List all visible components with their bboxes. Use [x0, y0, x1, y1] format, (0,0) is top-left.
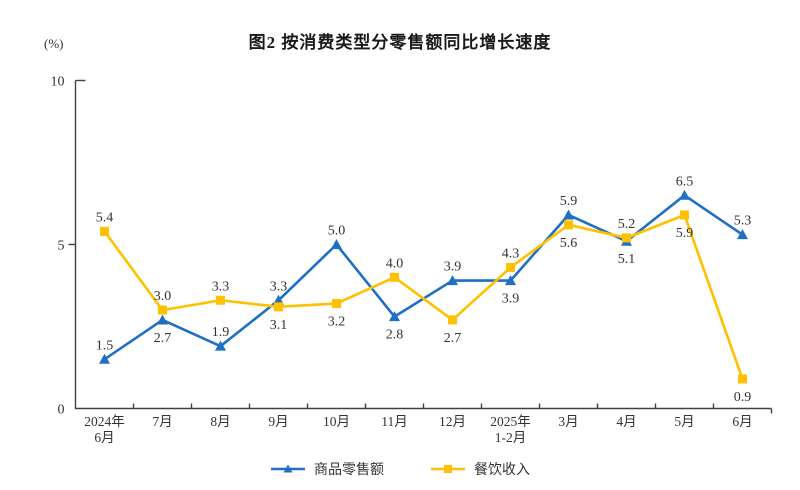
- data-label: 5.2: [618, 217, 636, 232]
- data-label: 5.6: [560, 236, 578, 251]
- data-point-marker: [157, 314, 168, 325]
- x-axis-label: 3月: [558, 414, 578, 429]
- data-label: 0.9: [734, 390, 752, 405]
- data-point-marker: [215, 340, 226, 351]
- data-point-marker: [389, 311, 400, 322]
- y-tick-label: 0: [58, 403, 65, 418]
- x-axis-label: 10月: [323, 414, 350, 429]
- legend-marker-square-icon: [431, 465, 465, 473]
- legend-marker-triangle-icon: [271, 464, 305, 473]
- data-label: 3.2: [328, 315, 346, 330]
- data-point-marker: [505, 275, 516, 286]
- x-axis-label: 4月: [616, 414, 636, 429]
- y-tick-label: 5: [58, 239, 65, 254]
- x-axis-label: 12月: [439, 414, 466, 429]
- data-point-marker: [622, 233, 631, 243]
- legend-item-1: 餐饮收入: [430, 459, 530, 479]
- data-point-marker: [273, 294, 284, 305]
- chart-title: 图2 按消费类型分零售额同比增长速度: [248, 33, 552, 52]
- x-axis-label: 5月: [674, 414, 694, 429]
- series-line-0: [103, 194, 744, 361]
- data-label: 5.9: [560, 194, 578, 209]
- series-line-1: [103, 213, 744, 381]
- data-point-marker: [274, 302, 283, 312]
- data-point-marker: [332, 299, 341, 309]
- chart-legend: 商品零售额 餐饮收入: [0, 459, 800, 479]
- x-axis-label: 7月: [152, 414, 172, 429]
- x-axis-label: 2024年 6月: [84, 414, 125, 445]
- legend-item-0: 商品零售额: [270, 459, 384, 479]
- data-label: 3.9: [502, 292, 520, 307]
- data-point-marker: [331, 239, 342, 249]
- data-label: 2.7: [154, 331, 172, 346]
- data-point-marker: [563, 209, 574, 220]
- x-axis-label: 6月: [732, 414, 752, 429]
- data-label: 2.7: [444, 331, 462, 346]
- data-label: 3.9: [444, 260, 462, 275]
- data-point-marker: [216, 295, 225, 305]
- data-point-marker: [738, 374, 747, 384]
- legend-label: 餐饮收入: [474, 463, 530, 478]
- data-point-marker: [158, 305, 167, 315]
- data-label: 3.3: [270, 279, 288, 294]
- data-label: 5.3: [734, 214, 752, 229]
- y-tick-label: 10: [51, 75, 65, 90]
- x-axis-label: 8月: [210, 414, 230, 429]
- data-label: 1.9: [212, 325, 230, 340]
- data-point-marker: [564, 220, 573, 230]
- data-label: 5.9: [676, 226, 694, 241]
- data-point-marker: [447, 275, 458, 286]
- data-label: 6.5: [676, 174, 694, 189]
- x-axis-label: 2025年 1-2月: [490, 414, 531, 445]
- data-point-marker: [506, 262, 515, 272]
- data-point-marker: [99, 353, 110, 364]
- data-label: 5.4: [96, 210, 114, 225]
- x-axis-label: 11月: [381, 414, 408, 429]
- data-point-marker: [680, 210, 689, 220]
- data-point-marker: [100, 226, 109, 236]
- data-label: 5.1: [618, 252, 636, 267]
- data-point-marker: [390, 272, 399, 282]
- data-point-marker: [448, 315, 457, 325]
- axes: [74, 80, 772, 410]
- data-label: 4.0: [386, 256, 404, 271]
- x-axis-label: 9月: [268, 414, 288, 429]
- data-label: 5.0: [328, 224, 346, 239]
- data-label: 2.8: [386, 328, 404, 343]
- data-label: 3.0: [154, 289, 172, 304]
- y-axis-unit-label: (%): [44, 36, 64, 51]
- data-label: 3.3: [212, 279, 230, 294]
- data-label: 1.5: [96, 338, 114, 353]
- data-point-marker: [679, 189, 690, 200]
- data-label: 3.1: [270, 318, 288, 333]
- data-label: 4.3: [502, 246, 520, 261]
- data-point-marker: [737, 229, 748, 240]
- legend-label: 商品零售额: [314, 463, 384, 478]
